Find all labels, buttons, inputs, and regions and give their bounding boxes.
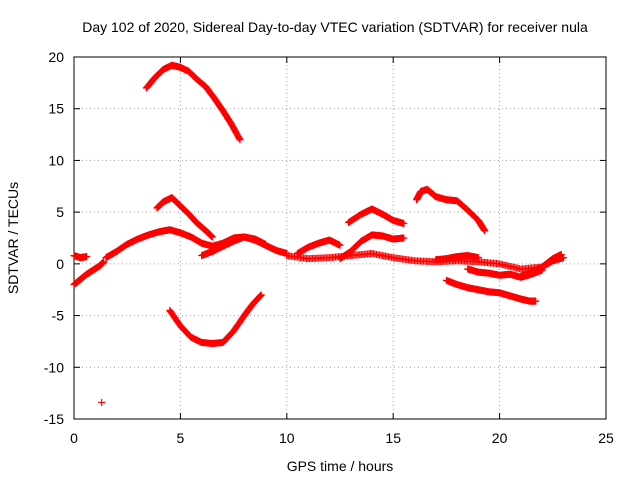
data-point <box>256 292 264 300</box>
series-arc-2 <box>166 291 265 347</box>
data-point <box>262 240 270 248</box>
data-point <box>100 258 108 266</box>
x-tick-label: 15 <box>385 430 401 446</box>
series-arc-12 <box>293 236 344 258</box>
data-point <box>208 233 216 241</box>
y-tick-label: 15 <box>48 101 64 117</box>
x-tick-label: 10 <box>279 430 295 446</box>
plot-frame <box>73 56 607 420</box>
series-arc-6 <box>442 276 540 305</box>
series-arc-3 <box>153 194 216 241</box>
y-tick-label: 0 <box>56 256 64 272</box>
data-point <box>474 254 482 262</box>
series-arc-1 <box>142 61 244 144</box>
data-point <box>481 227 489 235</box>
series-arc-11 <box>283 250 567 273</box>
x-tick-label: 0 <box>70 430 78 446</box>
x-tick-label: 5 <box>177 430 185 446</box>
data-point <box>236 136 244 144</box>
data-point <box>400 220 408 228</box>
series-arc-10 <box>198 233 270 260</box>
y-tick-label: -10 <box>44 359 64 375</box>
y-tick-label: 10 <box>48 152 64 168</box>
data-point <box>235 135 243 143</box>
x-tick-label: 25 <box>598 430 614 446</box>
data-point <box>532 297 540 305</box>
data-point <box>257 291 265 299</box>
data-point <box>257 292 265 300</box>
x-tick-label: 20 <box>492 430 508 446</box>
series-arc-7 <box>70 258 108 289</box>
series-arc-15 <box>517 251 565 280</box>
series-arc-17 <box>98 398 106 406</box>
data-point <box>557 251 565 259</box>
grid <box>74 57 606 419</box>
series-arc-5 <box>345 205 408 228</box>
series-arc-13 <box>336 231 408 263</box>
data-point <box>400 234 408 242</box>
data-point <box>98 398 106 406</box>
data-points <box>70 61 567 406</box>
series-arc-8 <box>70 252 91 262</box>
y-tick-label: -15 <box>44 411 64 427</box>
y-tick-label: 20 <box>48 49 64 65</box>
y-tick-label: 5 <box>56 204 64 220</box>
series-arc-4 <box>413 185 489 235</box>
data-point <box>336 241 344 249</box>
y-tick-label: -5 <box>52 308 65 324</box>
series-arc-16 <box>432 252 482 264</box>
axis-ticks: 0 5 10 15 20 25 -15 -10 -5 0 5 10 15 20 <box>44 49 614 446</box>
x-axis-label: GPS time / hours <box>287 458 394 474</box>
data-point <box>83 253 91 261</box>
chart-title: Day 102 of 2020, Sidereal Day-to-day VTE… <box>82 19 588 35</box>
y-axis-label: SDTVAR / TECUs <box>5 182 21 294</box>
